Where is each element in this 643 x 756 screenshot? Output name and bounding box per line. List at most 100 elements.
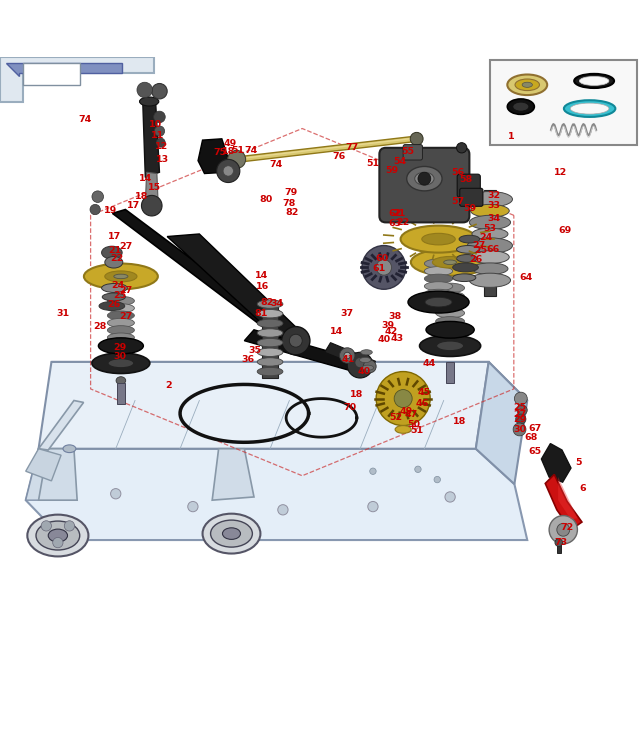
Polygon shape	[0, 57, 154, 101]
Text: 74: 74	[270, 160, 283, 169]
Polygon shape	[198, 139, 230, 174]
Text: 31: 31	[57, 309, 69, 318]
Circle shape	[457, 143, 467, 153]
Text: 61: 61	[373, 264, 386, 273]
Circle shape	[555, 539, 563, 547]
Ellipse shape	[436, 308, 464, 318]
Text: 59: 59	[386, 166, 399, 175]
Ellipse shape	[457, 255, 477, 262]
Polygon shape	[26, 449, 61, 481]
Ellipse shape	[98, 338, 143, 354]
Text: 74: 74	[78, 115, 91, 124]
Polygon shape	[145, 172, 158, 204]
Circle shape	[156, 138, 165, 147]
Ellipse shape	[36, 521, 80, 550]
Ellipse shape	[257, 348, 283, 357]
Circle shape	[376, 371, 430, 426]
Polygon shape	[545, 475, 582, 530]
Ellipse shape	[105, 271, 137, 282]
Circle shape	[517, 405, 527, 415]
Text: 12: 12	[554, 168, 567, 177]
Circle shape	[278, 505, 288, 515]
Text: 68: 68	[525, 432, 538, 442]
Ellipse shape	[419, 335, 480, 357]
Text: 27: 27	[120, 243, 132, 251]
Circle shape	[368, 501, 378, 512]
Ellipse shape	[107, 311, 134, 320]
Circle shape	[53, 538, 63, 548]
Ellipse shape	[411, 249, 489, 276]
Text: 24: 24	[480, 234, 493, 243]
Ellipse shape	[362, 365, 374, 370]
Text: 79: 79	[284, 188, 297, 197]
Ellipse shape	[424, 290, 453, 299]
Polygon shape	[541, 444, 571, 482]
Ellipse shape	[469, 273, 511, 287]
Text: 27: 27	[472, 241, 485, 250]
Text: 25: 25	[475, 246, 487, 256]
Text: 18: 18	[350, 390, 363, 399]
Text: 16: 16	[256, 281, 269, 290]
Polygon shape	[262, 301, 278, 378]
Circle shape	[376, 260, 392, 275]
Circle shape	[410, 132, 423, 145]
Text: 18: 18	[222, 147, 235, 156]
Circle shape	[363, 360, 376, 373]
Ellipse shape	[257, 329, 283, 337]
Circle shape	[282, 327, 310, 355]
Ellipse shape	[507, 99, 534, 114]
Text: 15: 15	[148, 183, 161, 192]
Text: 12: 12	[156, 142, 168, 151]
Polygon shape	[484, 190, 496, 296]
Text: 59: 59	[463, 204, 476, 212]
Ellipse shape	[401, 225, 476, 253]
Ellipse shape	[107, 304, 134, 313]
Polygon shape	[446, 362, 454, 383]
Circle shape	[516, 414, 526, 424]
Ellipse shape	[564, 101, 615, 117]
Polygon shape	[143, 101, 159, 178]
Text: 49: 49	[224, 139, 237, 148]
Ellipse shape	[99, 302, 125, 311]
Text: 77: 77	[346, 144, 359, 152]
Ellipse shape	[453, 263, 478, 272]
Circle shape	[362, 246, 406, 290]
Text: 75: 75	[213, 148, 226, 157]
Ellipse shape	[114, 274, 128, 279]
Text: 45: 45	[418, 388, 431, 397]
Ellipse shape	[361, 350, 372, 355]
Circle shape	[152, 83, 167, 99]
Text: 81: 81	[255, 309, 267, 318]
Text: 41: 41	[342, 355, 355, 364]
Circle shape	[418, 172, 431, 185]
Polygon shape	[212, 449, 254, 500]
Text: 6: 6	[579, 484, 586, 493]
Text: 24: 24	[112, 281, 125, 290]
Ellipse shape	[257, 309, 283, 318]
Text: 30: 30	[513, 425, 526, 434]
Polygon shape	[39, 449, 77, 500]
Text: 19: 19	[104, 206, 117, 215]
Ellipse shape	[415, 172, 434, 185]
Polygon shape	[476, 362, 527, 484]
Ellipse shape	[469, 215, 511, 230]
Text: 49: 49	[400, 407, 413, 416]
Ellipse shape	[515, 79, 539, 91]
Polygon shape	[39, 401, 84, 450]
Ellipse shape	[422, 234, 455, 245]
Text: 17: 17	[127, 201, 140, 210]
Ellipse shape	[107, 318, 134, 327]
Polygon shape	[167, 234, 309, 345]
Text: 76: 76	[332, 152, 345, 161]
Text: 73: 73	[554, 538, 567, 547]
Ellipse shape	[426, 321, 475, 338]
Text: 62: 62	[388, 209, 401, 218]
Text: 5: 5	[575, 458, 582, 467]
Text: 38: 38	[388, 311, 401, 321]
Text: 26: 26	[107, 300, 120, 309]
Polygon shape	[557, 544, 561, 553]
Ellipse shape	[436, 300, 464, 309]
Text: 40: 40	[358, 367, 370, 376]
Ellipse shape	[436, 284, 464, 293]
Text: 14: 14	[139, 174, 152, 183]
